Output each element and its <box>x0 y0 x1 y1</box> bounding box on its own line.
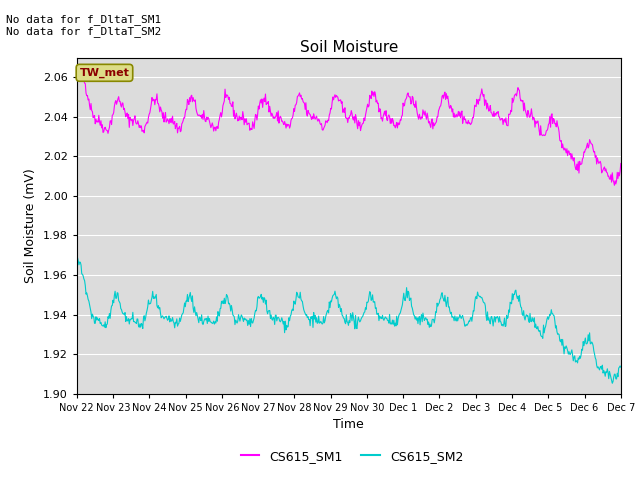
X-axis label: Time: Time <box>333 418 364 431</box>
Y-axis label: Soil Moisture (mV): Soil Moisture (mV) <box>24 168 37 283</box>
Legend: CS615_SM1, CS615_SM2: CS615_SM1, CS615_SM2 <box>234 444 470 469</box>
Text: No data for f_DltaT_SM2: No data for f_DltaT_SM2 <box>6 25 162 36</box>
Text: TW_met: TW_met <box>79 68 129 78</box>
Title: Soil Moisture: Soil Moisture <box>300 40 398 55</box>
Text: No data for f_DltaT_SM1: No data for f_DltaT_SM1 <box>6 13 162 24</box>
